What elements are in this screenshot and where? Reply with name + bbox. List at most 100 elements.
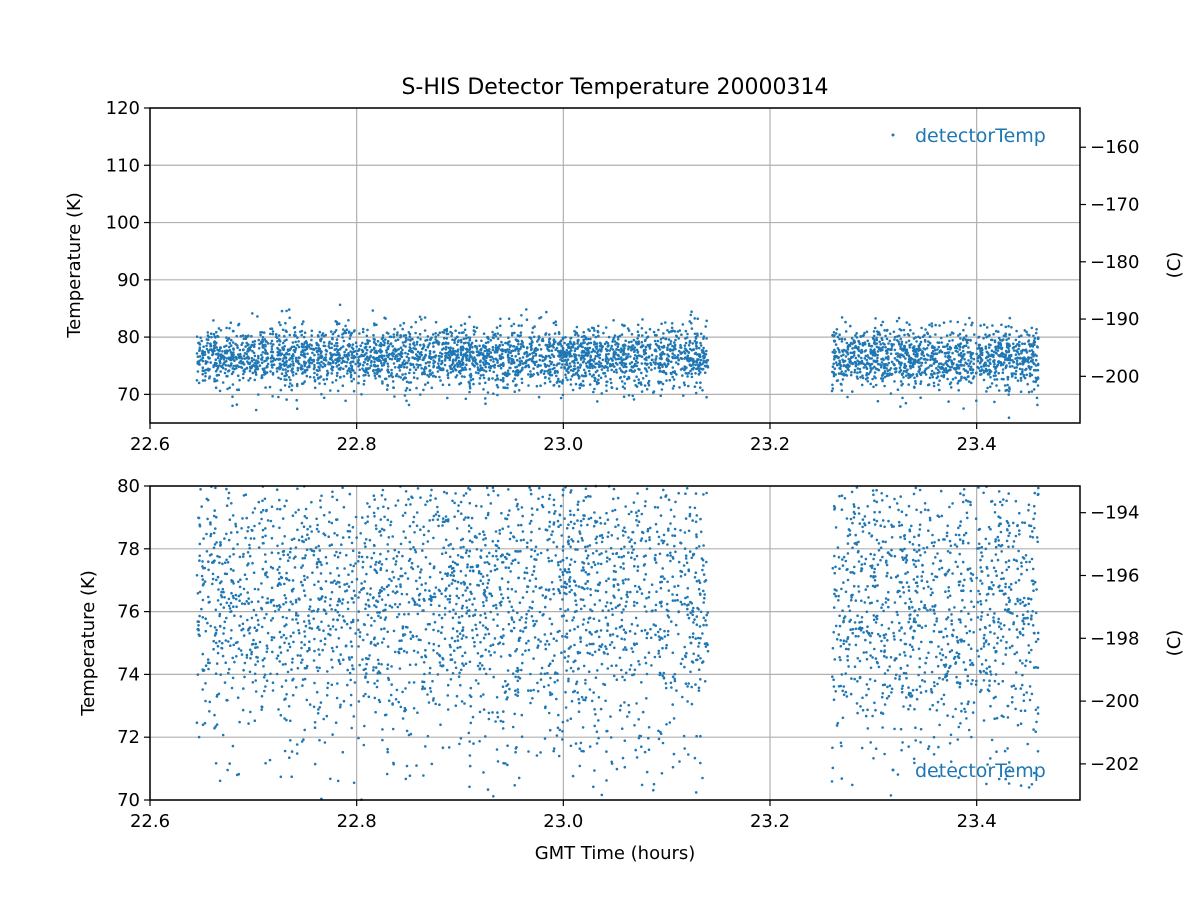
data-point	[424, 582, 428, 585]
data-point	[881, 377, 885, 380]
data-point	[296, 336, 299, 339]
data-point	[649, 343, 652, 347]
data-point	[892, 343, 895, 346]
data-point	[445, 327, 449, 331]
data-point	[245, 577, 248, 581]
data-point	[303, 380, 307, 383]
data-point	[377, 662, 381, 665]
data-point	[563, 341, 566, 345]
data-point	[225, 326, 228, 330]
data-point	[691, 358, 695, 362]
data-point	[600, 552, 603, 555]
data-point	[311, 351, 314, 355]
data-point	[835, 379, 839, 383]
data-point	[520, 381, 524, 385]
data-point	[571, 388, 575, 392]
data-point	[215, 330, 218, 334]
data-point	[213, 377, 216, 381]
data-point	[517, 364, 521, 367]
data-point	[241, 334, 245, 337]
data-point	[481, 352, 485, 355]
data-point	[1016, 356, 1020, 360]
data-point	[479, 579, 483, 582]
data-point	[856, 377, 859, 380]
data-point	[666, 346, 669, 350]
data-point	[1022, 360, 1026, 364]
data-point	[303, 515, 307, 518]
data-point	[489, 339, 493, 342]
data-point	[227, 337, 231, 340]
data-point	[451, 349, 455, 353]
data-point	[445, 354, 448, 358]
data-point	[352, 330, 356, 333]
data-point	[518, 601, 522, 604]
data-point	[365, 351, 368, 355]
data-point	[553, 332, 557, 335]
data-point	[517, 369, 520, 373]
data-point	[612, 370, 616, 374]
data-point	[315, 373, 319, 377]
data-point	[270, 363, 274, 367]
data-point	[515, 345, 519, 349]
data-point	[957, 367, 961, 370]
data-point	[260, 376, 264, 379]
data-point	[318, 347, 322, 351]
data-point	[358, 635, 362, 638]
data-point	[334, 320, 338, 323]
data-point	[1019, 379, 1023, 382]
data-point	[403, 359, 406, 362]
data-point	[229, 358, 232, 362]
data-point	[386, 369, 389, 372]
data-point	[847, 357, 850, 361]
data-point	[287, 376, 291, 379]
data-point	[342, 658, 345, 661]
data-point	[616, 353, 620, 357]
data-point	[366, 592, 369, 595]
data-point	[995, 366, 998, 369]
data-point	[304, 348, 307, 352]
data-point	[419, 393, 422, 396]
data-point	[245, 335, 249, 339]
data-point	[478, 382, 481, 385]
data-point	[448, 356, 452, 360]
data-point	[568, 340, 572, 343]
data-point	[405, 399, 408, 403]
data-point	[865, 362, 869, 365]
data-point	[330, 346, 334, 350]
data-point	[203, 379, 207, 382]
data-point	[972, 362, 975, 366]
data-point	[582, 360, 586, 363]
data-point	[308, 525, 312, 528]
data-point	[1008, 361, 1011, 365]
data-point	[318, 706, 322, 709]
data-point	[986, 386, 989, 390]
data-point	[930, 369, 934, 373]
data-point	[512, 360, 516, 364]
data-point	[285, 338, 288, 342]
data-point	[630, 345, 633, 349]
data-point	[546, 347, 549, 351]
data-point	[201, 372, 204, 376]
data-point	[912, 332, 915, 335]
data-point	[936, 341, 939, 344]
data-point	[450, 334, 453, 338]
data-point	[1007, 416, 1011, 420]
data-point	[432, 362, 435, 365]
data-point	[402, 344, 406, 347]
data-point	[413, 357, 417, 360]
data-point	[840, 340, 844, 343]
data-point	[244, 337, 248, 341]
data-point	[518, 357, 522, 360]
data-point	[659, 496, 663, 499]
data-point	[646, 335, 650, 339]
data-point	[640, 383, 643, 386]
data-point	[837, 372, 841, 375]
data-point	[357, 358, 361, 362]
data-point	[1005, 345, 1009, 349]
data-point	[350, 346, 354, 349]
data-point	[274, 333, 278, 336]
data-point	[988, 358, 992, 361]
data-point	[297, 340, 300, 343]
data-point	[401, 348, 404, 352]
data-point	[969, 352, 973, 356]
